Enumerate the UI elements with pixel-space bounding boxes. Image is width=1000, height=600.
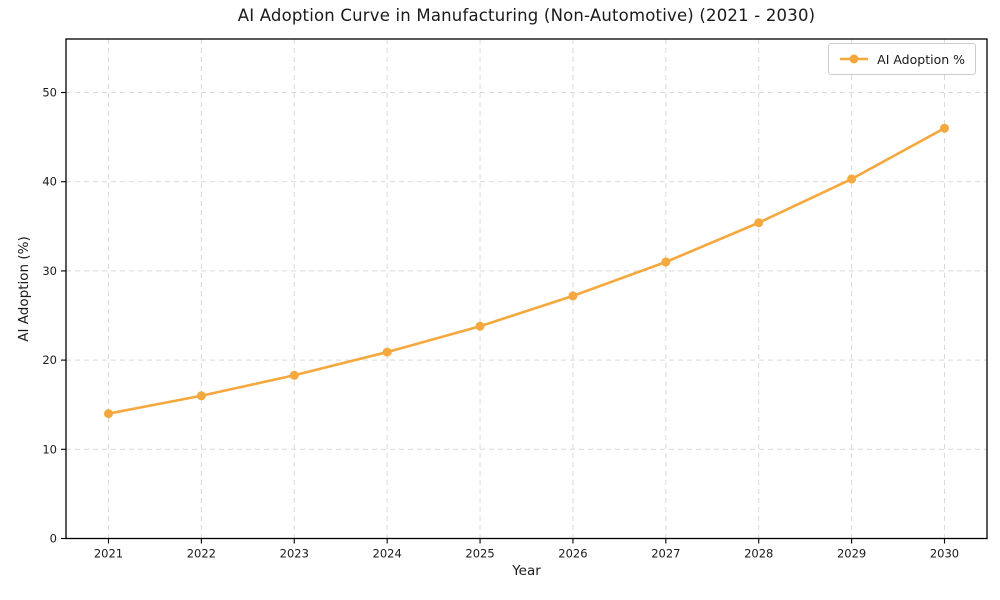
x-axis-label: Year: [512, 563, 541, 579]
data-point-2025: [475, 321, 485, 331]
data-point-2026: [568, 291, 578, 301]
y-tick-label: 20: [42, 353, 57, 367]
legend-label: AI Adoption %: [877, 51, 965, 67]
x-tick-label: 2025: [465, 547, 494, 561]
data-point-2029: [847, 174, 857, 184]
y-tick-label: 30: [42, 264, 57, 278]
adoption-line: [107, 126, 946, 415]
y-tick-label: 40: [42, 175, 57, 189]
data-point-2023: [289, 370, 299, 380]
legend: AI Adoption %: [828, 43, 976, 75]
x-tick-label: 2024: [373, 547, 402, 561]
data-point-2024: [382, 347, 392, 357]
data-point-2021: [104, 409, 113, 419]
data-point-2030: [940, 123, 949, 133]
x-tick-label: 2021: [94, 547, 123, 561]
x-tick-label: 2029: [837, 547, 866, 561]
legend-marker-icon: [840, 54, 869, 64]
x-tick-label: 2023: [280, 547, 309, 561]
data-point-2028: [754, 218, 764, 228]
x-tick-label: 2026: [558, 547, 587, 561]
y-tick-label: 50: [42, 86, 57, 100]
data-point-2022: [196, 391, 206, 401]
x-tick-label: 2030: [930, 547, 959, 561]
y-tick-label: 10: [42, 442, 57, 456]
x-tick-label: 2027: [651, 547, 680, 561]
x-tick-label: 2028: [744, 547, 773, 561]
chart-title: AI Adoption Curve in Manufacturing (Non-…: [237, 6, 816, 25]
x-tick-label: 2022: [187, 547, 216, 561]
data-point-2027: [661, 257, 671, 267]
y-tick-label: 0: [50, 532, 57, 546]
plot-frame: [65, 38, 988, 540]
